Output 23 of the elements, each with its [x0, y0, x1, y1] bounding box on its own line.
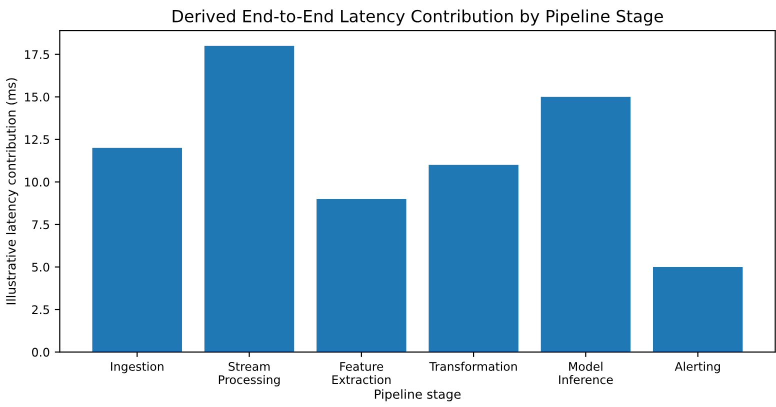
y-tick-label: 2.5 — [32, 305, 49, 314]
bar — [428, 164, 518, 352]
y-tick-label: 5.0 — [32, 262, 50, 272]
bar — [652, 266, 743, 352]
chart-title: Derived End-to-End Latency Contribution by Pipeline Stage — [172, 10, 663, 26]
x-tick-label: Stream Processing — [218, 362, 280, 386]
x-tick-label: Feature Extraction — [332, 362, 391, 384]
y-tick-label: 15.0 — [25, 92, 50, 102]
y-axis-title: Illustrative latency contribution (ms) — [6, 78, 18, 304]
bar — [540, 96, 631, 352]
bar — [316, 198, 406, 352]
y-tick-label: 7.5 — [32, 220, 49, 230]
bar — [92, 148, 182, 352]
x-tick-label: Transformation — [429, 362, 517, 371]
y-tick-label: 0.0 — [32, 348, 50, 357]
x-tick-label: Model Inference — [559, 362, 613, 384]
bar — [204, 46, 294, 352]
x-tick-label: Ingestion — [111, 362, 164, 374]
x-axis-title: Pipeline stage — [374, 389, 461, 402]
y-tick-label: 17.5 — [25, 50, 49, 59]
y-tick-label: 10.0 — [25, 178, 50, 187]
y-tick-label: 12.5 — [25, 135, 49, 144]
x-tick-label: Alerting — [674, 362, 720, 374]
